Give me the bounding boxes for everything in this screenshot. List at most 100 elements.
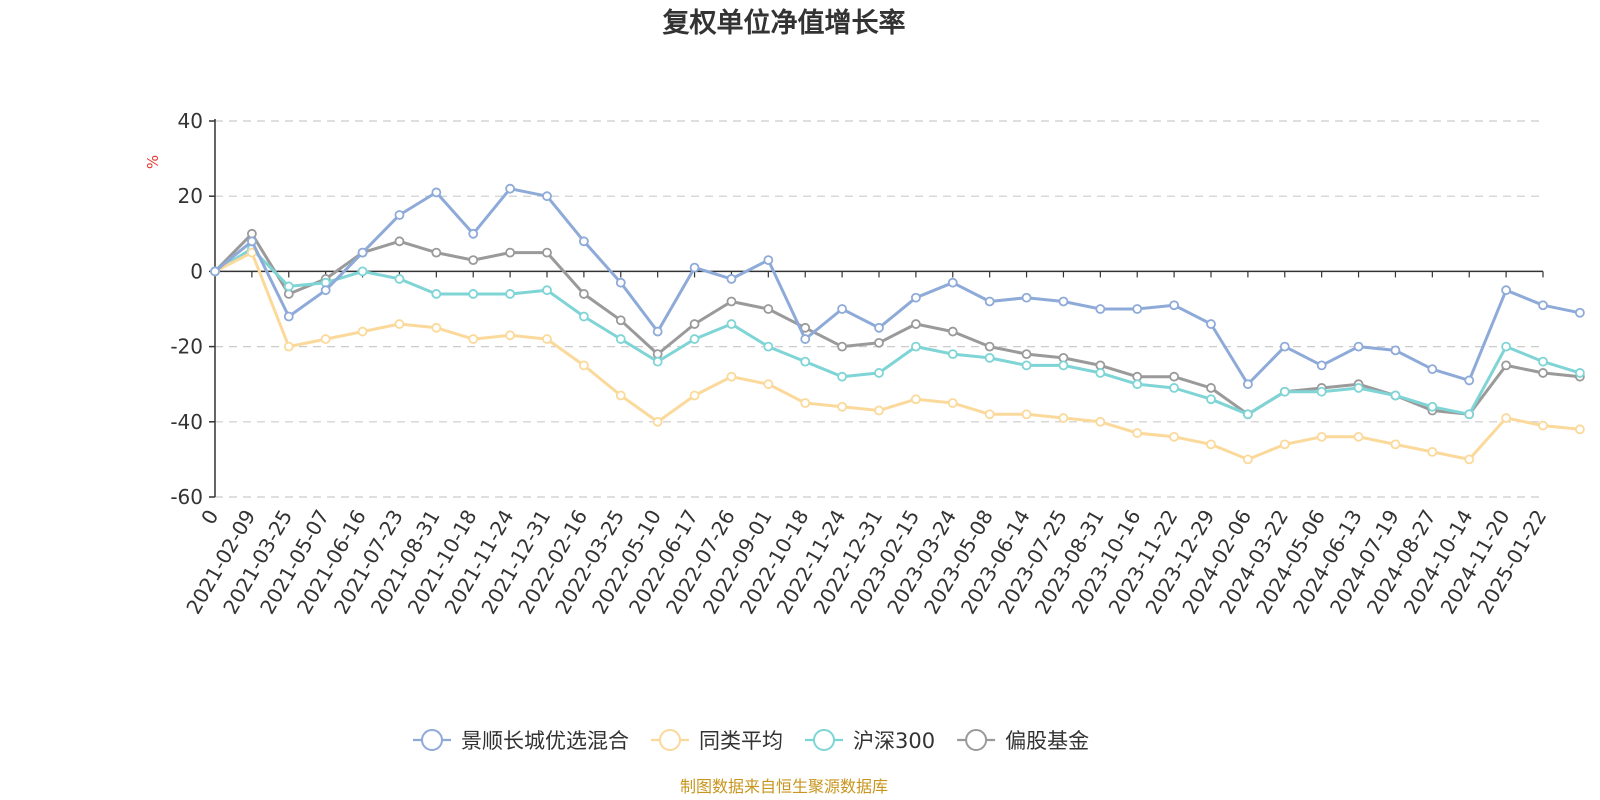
data-point — [1242, 454, 1253, 465]
data-point — [1390, 439, 1401, 450]
series-line — [210, 247, 1585, 465]
data-point — [689, 334, 700, 344]
data-point — [1538, 368, 1548, 378]
y-tick-label: 40 — [178, 109, 203, 133]
legend-marker — [965, 729, 988, 751]
series-path — [213, 251, 1582, 461]
data-point — [578, 236, 589, 247]
data-point — [984, 341, 995, 352]
data-point — [726, 274, 737, 284]
data-point — [984, 409, 995, 420]
data-point — [431, 289, 442, 299]
series-path — [213, 187, 1582, 386]
legend: 景顺长城优选混合 同类平均 沪深300 偏股基金 — [413, 729, 1089, 753]
data-point — [1095, 368, 1106, 378]
data-point — [910, 341, 921, 352]
series-line — [210, 183, 1585, 390]
data-point — [1353, 341, 1364, 352]
data-point — [505, 289, 516, 299]
series-layer — [210, 183, 1585, 465]
legend-item[interactable]: 偏股基金 — [957, 729, 1089, 753]
data-point — [468, 228, 479, 239]
gridlines — [215, 120, 1543, 498]
data-point — [800, 356, 811, 367]
x-axis-ticks: 02021-02-092021-03-252021-05-072021-06-1… — [181, 271, 1551, 618]
data-point — [283, 281, 294, 292]
data-point — [1353, 383, 1364, 393]
data-point — [1316, 386, 1327, 397]
axes — [214, 119, 1543, 497]
data-point — [1316, 431, 1327, 442]
data-point — [947, 326, 958, 337]
data-point — [1538, 356, 1548, 367]
legend-marker — [813, 729, 835, 751]
data-point — [1169, 431, 1180, 442]
data-point — [394, 210, 405, 220]
data-point — [910, 292, 921, 303]
data-point — [283, 311, 294, 322]
data-point — [1390, 390, 1401, 401]
y-axis-label: % — [144, 155, 162, 169]
series-path — [213, 232, 1582, 416]
data-point — [1169, 371, 1180, 382]
data-point — [542, 247, 552, 258]
y-tick-label: -40 — [170, 410, 203, 434]
data-point — [394, 319, 405, 329]
data-point — [1206, 383, 1216, 393]
data-point — [615, 277, 626, 288]
data-point — [1206, 319, 1216, 329]
data-point — [726, 319, 737, 329]
data-point — [1574, 424, 1585, 435]
data-point — [505, 183, 516, 194]
data-point — [1132, 304, 1143, 314]
data-point — [874, 322, 884, 333]
legend-label: 沪深300 — [853, 729, 935, 753]
data-point — [578, 360, 589, 371]
data-point — [1538, 300, 1548, 311]
data-point — [283, 341, 294, 352]
data-point — [578, 289, 589, 299]
data-point — [468, 255, 479, 266]
data-point — [1501, 341, 1512, 352]
data-point — [1206, 439, 1216, 450]
data-point — [652, 416, 663, 427]
y-axis-ticks: 40 20 0 -20 -40 -60 — [170, 109, 215, 509]
data-point — [542, 334, 552, 344]
series-line — [210, 228, 1585, 420]
legend-label: 偏股基金 — [1005, 729, 1089, 753]
data-point — [1132, 428, 1143, 438]
y-tick-label: 0 — [190, 259, 203, 283]
data-point — [1021, 360, 1032, 371]
data-point — [431, 322, 442, 333]
data-point — [1427, 401, 1438, 412]
data-point — [615, 315, 626, 326]
legend-item[interactable]: 景顺长城优选混合 — [413, 729, 629, 753]
legend-marker — [659, 729, 681, 751]
legend-label: 景顺长城优选混合 — [461, 729, 629, 753]
data-point — [1095, 416, 1106, 427]
data-point — [1095, 304, 1106, 314]
data-point — [1021, 349, 1032, 360]
legend-label: 同类平均 — [699, 729, 783, 753]
data-point — [947, 398, 958, 408]
legend-item[interactable]: 同类平均 — [651, 729, 783, 753]
data-point — [1501, 285, 1512, 296]
data-point — [1132, 379, 1143, 390]
data-point — [1058, 360, 1069, 371]
source-note: 制图数据来自恒生聚源数据库 — [680, 777, 888, 796]
data-point — [431, 247, 442, 258]
data-point — [615, 390, 626, 401]
legend-item[interactable]: 沪深300 — [805, 729, 935, 753]
data-point — [947, 349, 958, 360]
data-point — [357, 247, 368, 258]
legend-marker — [421, 729, 443, 751]
data-point — [210, 266, 220, 277]
data-point — [837, 341, 848, 352]
data-point — [652, 326, 663, 337]
data-point — [1169, 383, 1180, 393]
data-point — [1390, 345, 1401, 356]
data-point — [1206, 394, 1216, 405]
data-point — [947, 277, 958, 288]
data-point — [431, 187, 442, 198]
